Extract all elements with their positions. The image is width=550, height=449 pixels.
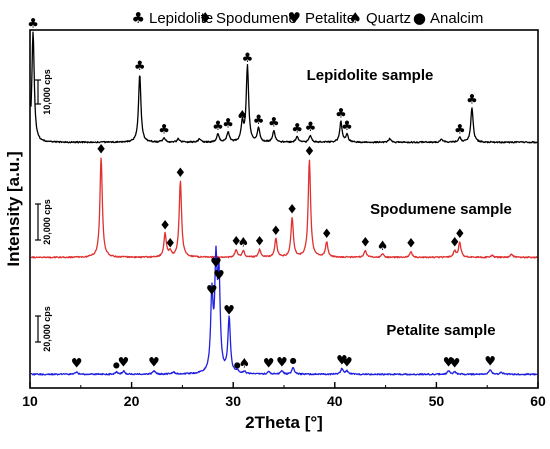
peak-marker: ♥ — [71, 357, 83, 372]
legend-symbol-analcim: ● — [413, 9, 426, 27]
scale-bar-label: 10,000 cps — [42, 69, 52, 115]
peak-marker: ♦ — [175, 166, 187, 181]
peak-marker: ♥ — [443, 356, 455, 371]
peak-marker: ♣ — [27, 17, 39, 32]
peak-marker: ♦ — [359, 236, 371, 251]
legend: ♣ Lepidolite♦ Spodumene♥ Petalite♠ Quartz ● An… — [132, 9, 484, 27]
axes: 10 20 30 40 50 60 — [22, 382, 546, 409]
peak-marker: ♦ — [254, 235, 266, 250]
peak-marker: ♦ — [304, 145, 316, 160]
peak-marker: ♥ — [213, 269, 225, 284]
legend-symbol-spodumene: ♦ — [199, 9, 212, 27]
x-tick-label: 20 — [124, 393, 140, 409]
peak-marker: ♦ — [95, 142, 107, 157]
x-axis-label: 2Theta [°] — [245, 413, 323, 432]
series-line-2 — [30, 157, 538, 259]
scale-bar-label: 20,000 cps — [42, 199, 52, 245]
peak-marker: ♣ — [134, 59, 146, 74]
legend-symbol-petalite: ♥ — [288, 9, 301, 27]
peak-marker: ● — [290, 356, 297, 365]
plot-area: ♣♣♣ ♣♣♠♣♣ ♣ ♣ ♣♣♣ ♣♣10,000 cps Lepidolite samp… — [27, 17, 538, 376]
legend-label-petalite: Petalite — [305, 10, 355, 27]
peak-marker: ♥ — [118, 356, 130, 371]
x-tick-label: 50 — [429, 393, 445, 409]
scale-bar-label: 20,000 cps — [42, 306, 52, 352]
peak-marker: ♣ — [253, 113, 265, 128]
peak-marker: ● — [234, 361, 241, 370]
peak-marker: ♠ — [238, 236, 250, 251]
series-1: ♣♣♣ ♣♣♠♣♣ ♣ ♣ ♣♣♣ ♣♣10,000 cps Lepidolite samp… — [27, 17, 538, 144]
peak-marker: ♦ — [449, 236, 461, 251]
peak-marker: ♦ — [321, 227, 333, 242]
peak-marker: ♦ — [159, 218, 171, 233]
series-2: ♦♦♦♦♦♠ ♦♦♦♦♦♦ ♠ ♦ ♦♦20,000 cps Spodumene samp… — [30, 142, 538, 259]
peak-marker: ♦ — [164, 237, 176, 252]
legend-symbol-lepidolite: ♣ — [132, 9, 145, 27]
peak-marker: ♥ — [484, 354, 496, 369]
peak-marker: ♣ — [222, 117, 234, 132]
peak-marker: ♣ — [305, 120, 317, 135]
legend-label-analcim: Analcim — [430, 10, 483, 27]
peak-marker: ♣ — [242, 51, 254, 66]
peak-marker: ♥ — [223, 304, 235, 319]
peak-marker: ♠ — [377, 239, 389, 254]
series-3: ♥ ●♥ ♥♥♥♥♥●♠ ♥ ♥ ● ♥♥ ♥♥ ♥20,000 cps Petalite sam… — [30, 245, 538, 376]
peak-marker: ♥ — [449, 357, 461, 372]
legend-label-lepidolite: Lepidolite — [149, 10, 213, 27]
x-tick-label: 60 — [530, 393, 546, 409]
y-axis-label: Intensity [a.u.] — [4, 151, 23, 266]
peak-marker: ♦ — [286, 202, 298, 217]
peak-marker: ♣ — [158, 122, 170, 137]
peak-marker: ♣ — [466, 93, 478, 108]
peak-marker: ♣ — [212, 119, 224, 134]
peak-marker: ● — [113, 361, 120, 370]
peak-marker: ♣ — [291, 121, 303, 136]
peak-marker: ♥ — [263, 357, 275, 372]
x-tick-label: 40 — [327, 393, 343, 409]
peak-marker: ♦ — [405, 237, 417, 252]
x-tick-label: 30 — [225, 393, 241, 409]
series-name: Spodumene sample — [370, 201, 512, 218]
peak-marker: ♦ — [230, 235, 242, 250]
peak-marker: ♣ — [335, 106, 347, 121]
series-line-1 — [30, 31, 538, 144]
series-name: Petalite sample — [386, 322, 495, 339]
series-name: Lepidolite sample — [307, 67, 434, 84]
legend-label-spodumene: Spodumene — [216, 10, 297, 27]
peak-marker: ♥ — [336, 353, 348, 368]
peak-marker: ♠ — [237, 109, 249, 124]
peak-marker: ♣ — [454, 122, 466, 137]
peak-marker: ♦ — [454, 227, 466, 242]
peak-marker: ♥ — [341, 356, 353, 371]
peak-marker: ♠ — [239, 357, 251, 372]
peak-marker: ♥ — [210, 256, 222, 271]
peak-marker: ♥ — [148, 356, 160, 371]
x-tick-label: 10 — [22, 393, 38, 409]
peak-marker: ♥ — [206, 283, 218, 298]
peak-marker: ♥ — [276, 356, 288, 371]
peak-marker: ♣ — [341, 119, 353, 134]
legend-label-quartz: Quartz — [366, 10, 411, 27]
legend-symbol-quartz: ♠ — [349, 9, 362, 27]
peak-marker: ♦ — [270, 224, 282, 239]
peak-marker: ♣ — [268, 116, 280, 131]
series-line-3 — [30, 245, 538, 376]
